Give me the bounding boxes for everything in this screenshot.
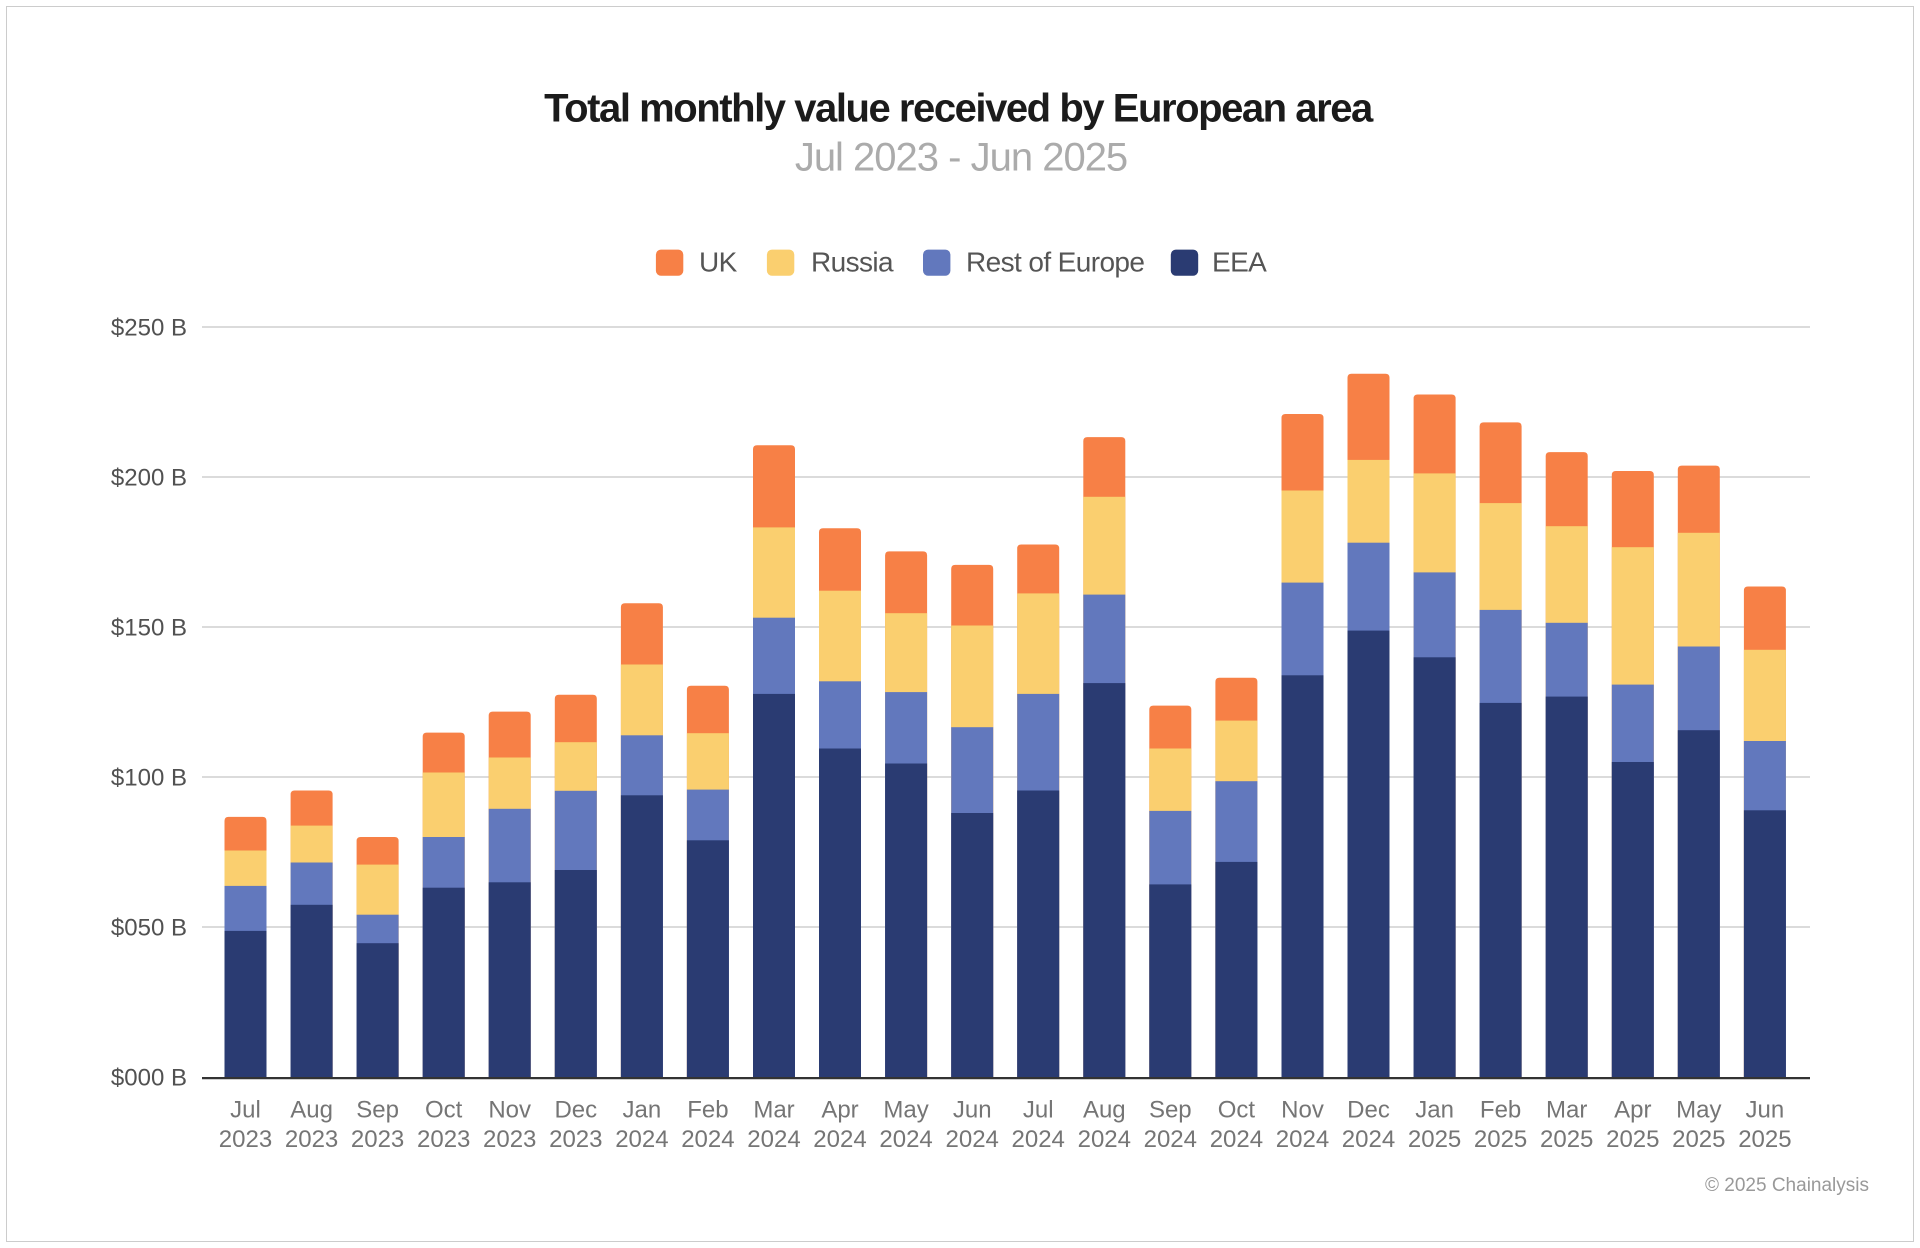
svg-text:2024: 2024 bbox=[1012, 1126, 1065, 1153]
svg-text:2025: 2025 bbox=[1540, 1126, 1593, 1153]
svg-text:2025: 2025 bbox=[1606, 1126, 1659, 1153]
svg-text:Jun: Jun bbox=[953, 1097, 992, 1124]
svg-text:Sep: Sep bbox=[356, 1097, 399, 1124]
svg-text:2023: 2023 bbox=[351, 1126, 404, 1153]
svg-text:2023: 2023 bbox=[549, 1126, 602, 1153]
svg-text:© 2025 Chainalysis: © 2025 Chainalysis bbox=[1705, 1175, 1869, 1196]
svg-text:Aug: Aug bbox=[290, 1097, 333, 1124]
svg-text:$150 B: $150 B bbox=[111, 615, 187, 642]
svg-text:Jul: Jul bbox=[230, 1097, 261, 1124]
svg-text:2024: 2024 bbox=[879, 1126, 932, 1153]
svg-text:$000 B: $000 B bbox=[111, 1065, 187, 1092]
svg-text:Dec: Dec bbox=[554, 1097, 597, 1124]
svg-text:Oct: Oct bbox=[1218, 1097, 1256, 1124]
svg-text:2024: 2024 bbox=[1210, 1126, 1263, 1153]
svg-text:Jul: Jul bbox=[1023, 1097, 1054, 1124]
svg-text:Feb: Feb bbox=[687, 1097, 728, 1124]
svg-text:$250 B: $250 B bbox=[111, 315, 187, 342]
svg-text:May: May bbox=[1676, 1097, 1721, 1124]
svg-text:2025: 2025 bbox=[1738, 1126, 1791, 1153]
svg-text:Jan: Jan bbox=[1415, 1097, 1454, 1124]
svg-text:Aug: Aug bbox=[1083, 1097, 1126, 1124]
svg-text:Oct: Oct bbox=[425, 1097, 463, 1124]
svg-text:May: May bbox=[883, 1097, 928, 1124]
svg-text:2023: 2023 bbox=[483, 1126, 536, 1153]
svg-text:2023: 2023 bbox=[417, 1126, 470, 1153]
svg-text:UK: UK bbox=[699, 247, 738, 278]
svg-text:Dec: Dec bbox=[1347, 1097, 1390, 1124]
svg-text:2025: 2025 bbox=[1672, 1126, 1725, 1153]
svg-text:$050 B: $050 B bbox=[111, 915, 187, 942]
svg-text:$200 B: $200 B bbox=[111, 465, 187, 492]
svg-text:Jul 2023 - Jun 2025: Jul 2023 - Jun 2025 bbox=[795, 136, 1127, 180]
svg-text:2024: 2024 bbox=[1078, 1126, 1131, 1153]
svg-text:$100 B: $100 B bbox=[111, 765, 187, 792]
svg-text:Total monthly value received b: Total monthly value received by European… bbox=[544, 87, 1374, 131]
svg-text:2023: 2023 bbox=[285, 1126, 338, 1153]
svg-text:Russia: Russia bbox=[811, 247, 894, 278]
svg-text:Nov: Nov bbox=[1281, 1097, 1324, 1124]
svg-text:2024: 2024 bbox=[1342, 1126, 1395, 1153]
svg-text:2024: 2024 bbox=[813, 1126, 866, 1153]
svg-text:EEA: EEA bbox=[1212, 247, 1267, 278]
svg-text:Mar: Mar bbox=[1546, 1097, 1587, 1124]
svg-text:2025: 2025 bbox=[1474, 1126, 1527, 1153]
svg-text:Sep: Sep bbox=[1149, 1097, 1192, 1124]
svg-text:Apr: Apr bbox=[1614, 1097, 1651, 1124]
svg-text:Nov: Nov bbox=[488, 1097, 531, 1124]
svg-text:Mar: Mar bbox=[753, 1097, 794, 1124]
svg-text:2024: 2024 bbox=[1144, 1126, 1197, 1153]
svg-text:Feb: Feb bbox=[1480, 1097, 1521, 1124]
svg-text:Apr: Apr bbox=[821, 1097, 858, 1124]
svg-text:2025: 2025 bbox=[1408, 1126, 1461, 1153]
svg-text:2024: 2024 bbox=[946, 1126, 999, 1153]
svg-text:2024: 2024 bbox=[681, 1126, 734, 1153]
svg-text:2024: 2024 bbox=[615, 1126, 668, 1153]
svg-text:2023: 2023 bbox=[219, 1126, 272, 1153]
svg-text:Jun: Jun bbox=[1746, 1097, 1785, 1124]
svg-text:2024: 2024 bbox=[1276, 1126, 1329, 1153]
svg-text:Rest of Europe: Rest of Europe bbox=[966, 247, 1144, 278]
svg-text:Jan: Jan bbox=[623, 1097, 662, 1124]
svg-text:2024: 2024 bbox=[747, 1126, 800, 1153]
